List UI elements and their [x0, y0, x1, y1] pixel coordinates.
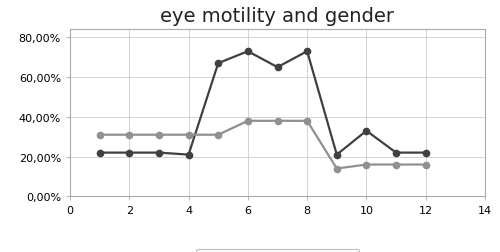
Male [274, 66, 280, 69]
Male [393, 151, 399, 154]
Female [126, 134, 132, 137]
Female [215, 134, 221, 137]
Male [304, 50, 310, 53]
Title: eye motility and gender: eye motility and gender [160, 7, 394, 26]
Legend: Male, Female: Male, Female [196, 249, 360, 252]
Male [96, 151, 102, 154]
Female [186, 134, 192, 137]
Female [393, 163, 399, 166]
Male [215, 62, 221, 66]
Male [126, 151, 132, 154]
Male [156, 151, 162, 154]
Female [96, 134, 102, 137]
Male [422, 151, 428, 154]
Male [364, 130, 370, 133]
Female [422, 163, 428, 166]
Male [334, 153, 340, 156]
Female [364, 163, 370, 166]
Female [304, 120, 310, 123]
Line: Female: Female [96, 118, 429, 172]
Female [274, 120, 280, 123]
Female [334, 167, 340, 170]
Female [156, 134, 162, 137]
Male [245, 50, 251, 53]
Female [245, 120, 251, 123]
Line: Male: Male [96, 49, 429, 158]
Male [186, 153, 192, 156]
